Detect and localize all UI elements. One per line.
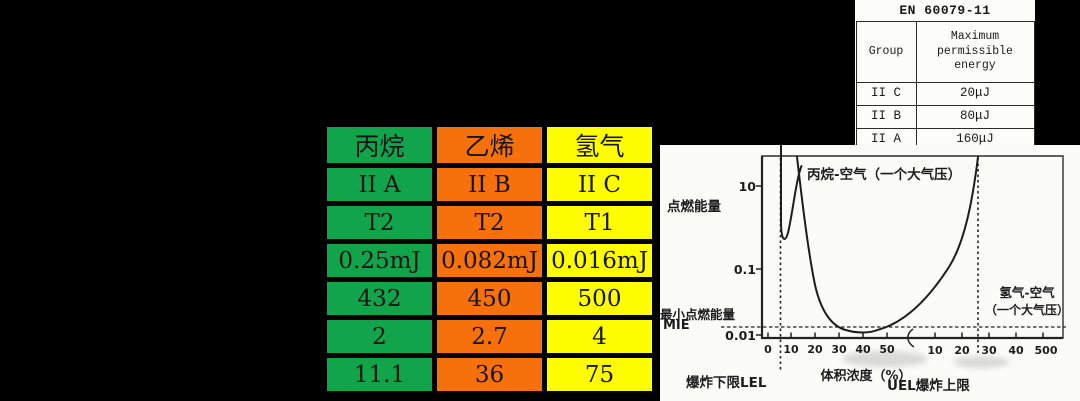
gas-table-cell: 氢气 xyxy=(542,122,657,168)
x-tick-label: 40 xyxy=(1008,344,1024,357)
gas-table-row: T2 T2 T1 xyxy=(322,201,657,244)
gas-table-cell: 乙烯 xyxy=(432,122,547,168)
en-table-row: II C 20μJ xyxy=(855,82,1035,106)
y-tick-label: 0.01 xyxy=(725,328,756,343)
gas-table-cell: T2 xyxy=(432,201,547,244)
y-tick-label: 10 xyxy=(738,179,756,194)
gas-table-cell: 丙烷 xyxy=(322,122,437,168)
gas-table-cell: II C xyxy=(542,163,657,206)
gas-table-cell: 2.7 xyxy=(432,315,547,358)
gas-table-cell: 11.1 xyxy=(322,353,437,396)
gas-comparison-table: 丙烷 乙烯 氢气 II A II B II C T2 T2 T1 0.25mJ … xyxy=(322,122,657,396)
x-tick-label: 10 xyxy=(783,343,799,356)
gas-table-row: 11.1 36 75 xyxy=(322,353,657,396)
gas-table-row: 2 2.7 4 xyxy=(322,315,657,358)
x-tick-label: 20 xyxy=(807,343,823,356)
en-table-cell: 80μJ xyxy=(915,105,1035,129)
x-tick-label: 30 xyxy=(831,343,847,356)
x-tick-label: 20 xyxy=(954,344,970,357)
propane-air-annotation: 丙烷-空气（一个大气压） xyxy=(807,167,962,183)
mie-label-en: MIE xyxy=(663,318,690,333)
gas-table-cell: 0.25mJ xyxy=(322,239,437,282)
gas-table-cell: II A xyxy=(322,163,437,206)
gas-table-cell: 36 xyxy=(432,353,547,396)
gas-table-cell: 75 xyxy=(542,353,657,396)
en-table-header-row: Group Maximum permissible energy xyxy=(855,21,1035,83)
x-axis-ticks-segment1 xyxy=(767,332,888,338)
gas-table-row: 0.25mJ 0.082mJ 0.016mJ xyxy=(322,239,657,282)
hydrogen-air-annotation: 氢气-空气 （一个大气压） xyxy=(976,282,1078,318)
gas-table-cell: T1 xyxy=(542,201,657,244)
x-tick-label: 30 xyxy=(981,344,997,357)
gas-table-cell: 2 xyxy=(322,315,437,358)
y-axis-label: 点燃能量 xyxy=(667,199,721,215)
en-table-title: EN 60079-11 xyxy=(899,3,991,18)
scan-smudge xyxy=(953,356,1009,368)
x-axis-label: 体积浓度（%） xyxy=(820,369,912,384)
en-table-cell: II C xyxy=(855,82,917,106)
gas-table-cell: 500 xyxy=(542,277,657,320)
en-table-header-cell: Group xyxy=(855,21,917,83)
gas-table-cell: 4 xyxy=(542,315,657,358)
en-table-header-cell: Maximum permissible energy xyxy=(915,21,1035,83)
gas-table-cell: 450 xyxy=(432,277,547,320)
gas-table-cell: 0.016mJ xyxy=(542,239,657,282)
gas-table-cell: 432 xyxy=(322,277,437,320)
y-axis-ticks xyxy=(756,185,762,336)
mie-label-cn: 最小点燃能量 xyxy=(660,307,736,322)
en-table-cell: II B xyxy=(855,105,917,129)
chart-canvas xyxy=(721,145,1066,371)
gas-table-cell: T2 xyxy=(322,201,437,244)
en-60079-11-panel: EN 60079-11 Group Maximum permissible en… xyxy=(855,0,1035,152)
gas-table-header-row: 丙烷 乙烯 氢气 xyxy=(322,122,657,168)
gas-table-cell: 0.082mJ xyxy=(432,239,547,282)
en-table-row: II B 80μJ xyxy=(855,105,1035,129)
lel-label: 爆炸下限LEL xyxy=(686,375,767,391)
en-energy-table: Group Maximum permissible energy II C 20… xyxy=(855,21,1035,152)
gas-table-row: II A II B II C xyxy=(322,163,657,206)
gas-table-cell: II B xyxy=(432,163,547,206)
en-table-cell: 20μJ xyxy=(915,82,1035,106)
x-tick-label: 500 xyxy=(1034,344,1058,357)
hydrogen-annotation-line1: 氢气-空气 xyxy=(999,285,1055,300)
uel-label: UEL爆炸上限 xyxy=(887,378,970,394)
gas-table-row: 432 450 500 xyxy=(322,277,657,320)
hydrogen-annotation-line2: （一个大气压） xyxy=(984,303,1069,317)
x-tick-label: 0 xyxy=(764,343,772,356)
x-axis-ticks-segment2 xyxy=(934,332,1044,338)
mie-chart: 10 0.1 0.01 0 10 20 30 40 50 10 20 30 40… xyxy=(660,145,1080,401)
scan-smudge xyxy=(842,351,928,367)
axis-break-mark xyxy=(907,328,915,348)
x-tick-label: 50 xyxy=(879,343,895,356)
hydrogen-air-curve xyxy=(796,156,979,334)
propane-air-curve xyxy=(780,145,803,241)
y-tick-label: 0.1 xyxy=(733,262,756,277)
x-tick-label: 10 xyxy=(927,344,943,357)
x-tick-label: 40 xyxy=(855,343,871,356)
